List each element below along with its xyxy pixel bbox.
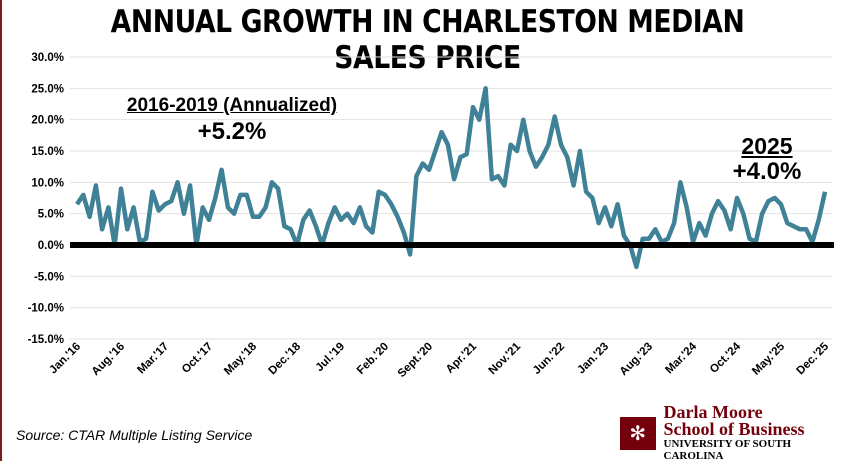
x-tick-label: Jan.'23 xyxy=(575,341,611,377)
x-tick-label: Oct.'17 xyxy=(180,341,215,376)
x-tick-label: May.'18 xyxy=(222,340,259,377)
y-tick-label: 10.0% xyxy=(31,177,64,189)
x-tick-label: Dec.'18 xyxy=(266,340,303,377)
annotation-label: 2025 xyxy=(741,133,793,159)
logo-line3: UNIVERSITY OF SOUTH CAROLINA xyxy=(663,438,792,461)
x-tick-label: Nov.'21 xyxy=(487,340,524,377)
source-note: Source: CTAR Multiple Listing Service xyxy=(16,427,253,443)
x-tick-label: Aug.'16 xyxy=(90,341,128,379)
y-tick-label: 20.0% xyxy=(31,115,64,127)
y-tick-label: -5.0% xyxy=(34,271,64,283)
x-tick-label: Aug.'23 xyxy=(618,341,656,379)
chart-title: ANNUAL GROWTH IN CHARLESTON MEDIAN SALES… xyxy=(110,4,745,76)
logo-line1: Darla Moore xyxy=(663,402,763,422)
x-tick-label: Mar.'17 xyxy=(135,341,171,377)
x-tick-label: May.'25 xyxy=(750,340,787,377)
series-line xyxy=(75,86,828,270)
y-tick-label: 25.0% xyxy=(31,83,64,95)
annotation-value: +4.0% xyxy=(732,158,802,185)
annotation-2025: 2025 +4.0% xyxy=(717,133,817,186)
x-tick-label: Apr.'21 xyxy=(444,340,480,376)
palmetto-tree-icon: ✻ xyxy=(620,416,656,450)
y-tick-label: 5.0% xyxy=(38,209,64,221)
x-tick-label: Dec.'25 xyxy=(794,340,831,377)
y-tick-label: 30.0% xyxy=(31,52,64,64)
x-tick-label: Sept.'20 xyxy=(396,341,435,380)
x-tick-label: Oct.'24 xyxy=(708,340,744,376)
x-tick-label: Jul.'19 xyxy=(314,341,347,374)
y-tick-label: -15.0% xyxy=(28,334,64,346)
x-tick-label: Mar.'24 xyxy=(663,340,699,376)
y-tick-label: -10.0% xyxy=(28,303,64,315)
logo-line2: School of Business xyxy=(663,419,805,439)
x-tick-label: Feb.'20 xyxy=(355,341,391,377)
darla-moore-logo: ✻ Darla Moore School of Business UNIVERS… xyxy=(620,402,851,461)
x-tick-label: Jun.'22 xyxy=(531,341,567,377)
y-tick-label: 15.0% xyxy=(31,146,64,158)
y-tick-label: 0.0% xyxy=(38,240,64,252)
annotation-label: 2016-2019 (Annualized) xyxy=(126,95,338,116)
annotation-2016-2019: 2016-2019 (Annualized) +5.2% xyxy=(102,95,362,146)
annotation-value: +5.2% xyxy=(197,118,267,145)
